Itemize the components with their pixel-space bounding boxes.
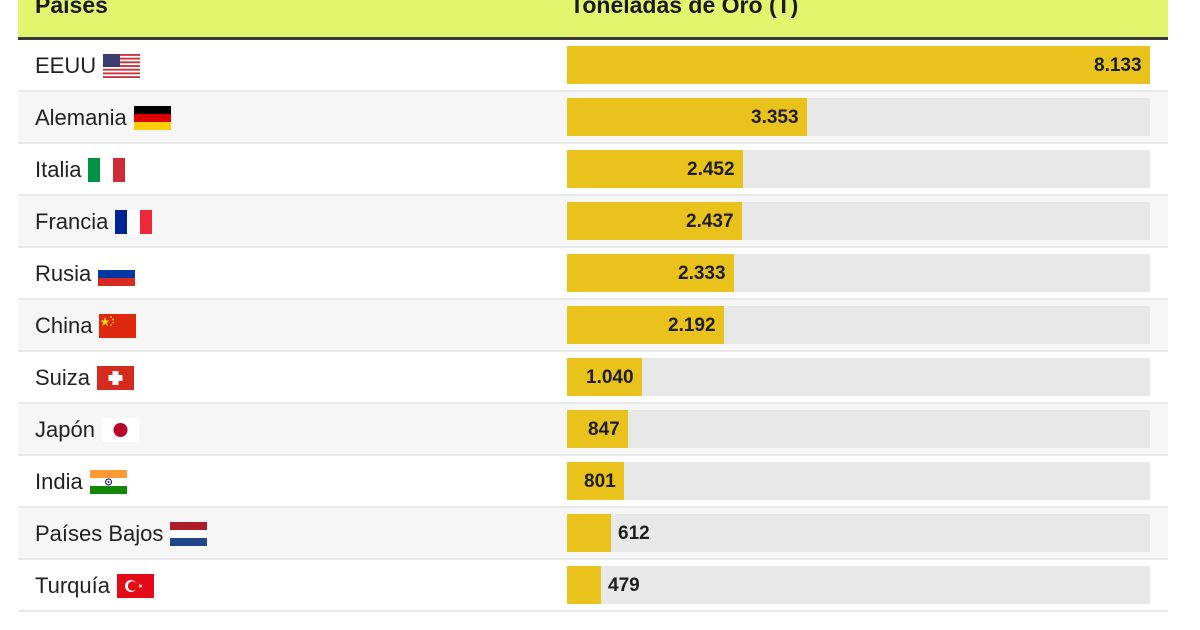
ch-flag-icon	[97, 366, 135, 390]
table-row: EEUU 8.133	[18, 40, 1168, 92]
bar-fill	[567, 358, 642, 396]
country-name: EEUU	[35, 53, 97, 78]
bar-fill	[567, 46, 1150, 84]
country-name: Países Bajos	[35, 521, 164, 546]
country-cell: Rusia	[35, 261, 136, 287]
table-row: Rusia 2.333	[18, 248, 1168, 300]
it-flag-icon	[88, 158, 126, 182]
country-name: India	[35, 469, 83, 494]
bar-fill	[567, 98, 807, 136]
bar-fill	[567, 150, 743, 188]
table-header: Países Toneladas de Oro (T)	[18, 0, 1168, 40]
bar-track: 8.133	[567, 46, 1150, 84]
country-cell: EEUU	[35, 53, 141, 79]
country-name: Japón	[35, 417, 95, 442]
column-header-tonnes: Toneladas de Oro (T)	[570, 0, 799, 18]
country-cell: Suiza	[35, 365, 135, 391]
table-row: Japón 847	[18, 404, 1168, 456]
bar-track: 2.333	[567, 254, 1150, 292]
country-cell: Italia	[35, 157, 126, 183]
table-row: Italia 2.452	[18, 144, 1168, 196]
table-row: Países Bajos 612	[18, 508, 1168, 560]
value-label: 2.437	[686, 211, 734, 232]
country-cell: Japón	[35, 417, 139, 443]
value-label: 479	[608, 575, 640, 596]
jp-flag-icon	[101, 418, 139, 442]
value-label: 1.040	[586, 367, 634, 388]
value-label: 801	[584, 471, 616, 492]
value-label: 847	[588, 419, 620, 440]
table-body: EEUU 8.133 Alemania 3.353 Italia 2.452 Francia…	[18, 40, 1168, 612]
bar-track: 2.452	[567, 150, 1150, 188]
de-flag-icon	[133, 106, 171, 130]
country-name: Rusia	[35, 261, 92, 286]
value-label: 2.192	[668, 315, 716, 336]
table-row: Francia 2.437	[18, 196, 1168, 248]
table-row: Turquía 479	[18, 560, 1168, 612]
bar-track: 2.192	[567, 306, 1150, 344]
country-cell: India	[35, 469, 127, 495]
us-flag-icon	[103, 54, 141, 78]
value-label: 2.333	[678, 263, 726, 284]
bar-track: 2.437	[567, 202, 1150, 240]
in-flag-icon	[89, 470, 127, 494]
table-row: China 2.192	[18, 300, 1168, 352]
nl-flag-icon	[170, 522, 208, 546]
country-name: China	[35, 313, 93, 338]
country-cell: Países Bajos	[35, 521, 208, 547]
value-label: 2.452	[687, 159, 735, 180]
fr-flag-icon	[115, 210, 153, 234]
bar-track: 847	[567, 410, 1150, 448]
tr-flag-icon	[117, 574, 155, 598]
bar-track: 612	[567, 514, 1150, 552]
value-label: 8.133	[1094, 55, 1142, 76]
cn-flag-icon	[99, 314, 137, 338]
bar-fill	[567, 462, 624, 500]
gold-reserves-table: Países Toneladas de Oro (T) EEUU 8.133 Ale…	[18, 0, 1168, 612]
country-name: Suiza	[35, 365, 91, 390]
bar-fill	[567, 410, 628, 448]
bar-track: 801	[567, 462, 1150, 500]
country-name: Alemania	[35, 105, 127, 130]
country-name: Turquía	[35, 573, 111, 598]
bar-fill	[567, 202, 742, 240]
table-row: Alemania 3.353	[18, 92, 1168, 144]
value-label: 3.353	[751, 107, 799, 128]
column-header-country: Países	[35, 0, 108, 18]
bar-fill	[567, 566, 601, 604]
country-cell: Francia	[35, 209, 153, 235]
bar-track: 479	[567, 566, 1150, 604]
country-cell: Turquía	[35, 573, 155, 599]
ru-flag-icon	[98, 262, 136, 286]
bar-fill	[567, 306, 724, 344]
bar-track: 1.040	[567, 358, 1150, 396]
country-cell: China	[35, 313, 137, 339]
table-row: Suiza 1.040	[18, 352, 1168, 404]
country-cell: Alemania	[35, 105, 171, 131]
country-name: Francia	[35, 209, 109, 234]
country-name: Italia	[35, 157, 82, 182]
table-row: India 801	[18, 456, 1168, 508]
bar-track: 3.353	[567, 98, 1150, 136]
value-label: 612	[618, 523, 650, 544]
bar-fill	[567, 254, 734, 292]
bar-fill	[567, 514, 611, 552]
